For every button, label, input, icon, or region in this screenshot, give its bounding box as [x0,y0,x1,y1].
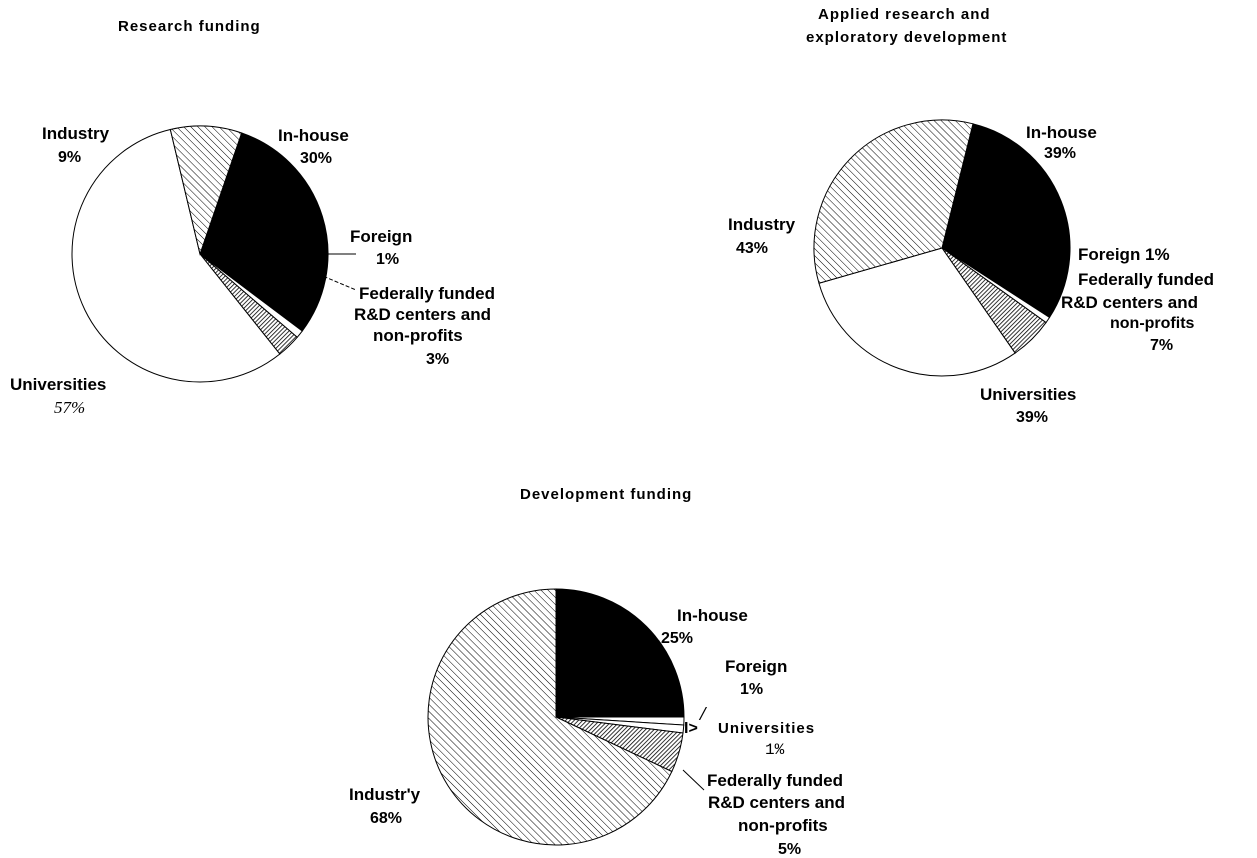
federal-label-line1: Federally funded [1078,270,1214,289]
pie-slice-universities [818,247,1016,377]
inhouse-value: 39% [1044,145,1076,162]
federal-label-line3: non-profits [1110,315,1195,332]
universities-value: 1% [765,741,785,759]
pie-slice-in-house [555,588,685,718]
pie-slice-industry [813,119,974,284]
universities-label: Universities [10,375,106,394]
development-funding-title: Development funding [520,486,692,503]
applied-research-pie [813,119,1071,377]
foreign-value: 1% [740,681,763,698]
federal-label-line2: R&D centers and [708,793,845,812]
federal-label-line3: non-profits [738,816,828,835]
inhouse-label: In-house [677,606,748,625]
research-funding-chart: Research funding Industry 9% In-house 30… [10,18,495,417]
development-funding-pie [427,588,685,846]
universities-label: Universities [980,385,1076,404]
pie-slice-universities [71,128,281,383]
foreign-label: Foreign 1% [1078,245,1170,264]
inhouse-label: In-house [1026,123,1097,142]
universities-label: Universities [718,720,815,737]
inhouse-label: In-house [278,126,349,145]
pie-slice-industry [169,125,243,256]
federal-label-line2: R&D centers and [354,305,491,324]
federal-label-line1: Federally funded [707,771,843,790]
comma-mark: , [656,628,661,647]
industry-value: 68% [370,810,402,827]
federal-value: 3% [426,351,449,368]
pie-slice-industry [427,588,673,846]
y-mark: Y [1040,288,1056,313]
federal-value: 7% [1150,337,1173,354]
industry-value: 43% [736,240,768,257]
arrow-mark: I> [684,720,698,737]
federal-leader [317,273,357,291]
federal-label-line3: non-profits [373,326,463,345]
inhouse-value: 30% [300,150,332,167]
inhouse-value: 25% [661,630,693,647]
research-funding-title: Research funding [118,18,261,35]
industry-label: Industry [42,124,110,143]
foreign-value: 1% [376,251,399,268]
industry-label: Industr'y [349,785,421,804]
pie-slice-in-house [199,132,329,332]
applied-research-chart: Applied research and exploratory develop… [728,6,1214,426]
universities-value: 39% [1016,409,1048,426]
research-funding-pie [71,125,329,383]
pie-slice-in-house [941,123,1071,319]
federal-leader [682,769,705,791]
foreign-label: Foreign [350,227,412,246]
applied-research-title-line2: exploratory development [806,29,1007,46]
industry-value: 9% [58,149,81,166]
applied-research-title-line1: Applied research and [818,6,991,23]
foreign-label: Foreign [725,657,787,676]
universities-value: 57% [54,398,85,417]
development-funding-chart: Development funding In-house 25% , Forei… [349,486,845,858]
industry-label: Industry [728,215,796,234]
federal-value: 5% [778,841,801,858]
federal-label-line2: R&D centers and [1061,293,1198,312]
slash-mark: / [698,703,708,725]
federal-label-line1: Federally funded [359,284,495,303]
